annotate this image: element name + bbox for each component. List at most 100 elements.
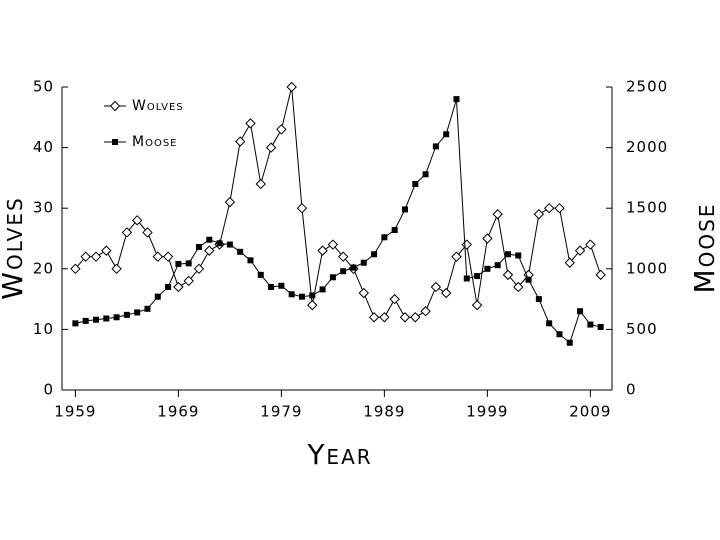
wolves-marker [224, 196, 236, 208]
x-tick-label: 1989 [363, 403, 405, 421]
wolves-marker [502, 269, 514, 281]
moose-marker [484, 265, 491, 272]
moose-marker [412, 180, 419, 187]
moose-marker [422, 171, 429, 178]
wolves-marker [585, 239, 596, 250]
moose-marker [515, 252, 522, 259]
y2-tick-label: 0 [626, 381, 637, 399]
legend-label: Wolves [132, 98, 184, 114]
moose-marker [504, 251, 511, 258]
moose-marker [144, 305, 151, 312]
wolves-marker [358, 287, 369, 299]
wolves-marker [451, 251, 462, 262]
moose-marker [113, 314, 120, 321]
wolves-marker [162, 251, 174, 262]
moose-marker [525, 276, 532, 283]
moose-marker [134, 309, 141, 316]
x-tick-label: 2009 [569, 403, 611, 421]
x-axis-label: Year [306, 438, 372, 471]
moose-marker [92, 316, 99, 323]
wolves-marker [410, 312, 421, 323]
wolves-marker [492, 209, 503, 220]
wolves-marker [286, 81, 297, 93]
wolves-marker [430, 281, 442, 293]
moose-marker [319, 286, 326, 293]
moose-marker [381, 234, 388, 241]
moose-marker [82, 317, 89, 324]
wolves-marker [471, 299, 483, 311]
wolves-marker [399, 312, 411, 323]
wolves-marker [420, 306, 431, 317]
moose-marker [195, 243, 202, 250]
y2-tick-label: 2500 [626, 78, 668, 96]
moose-marker [494, 262, 501, 269]
y-tick-label: 20 [33, 259, 54, 277]
y-tick-label: 50 [33, 78, 54, 96]
moose-marker [175, 260, 182, 267]
moose-marker [206, 236, 213, 243]
moose-marker [268, 283, 275, 290]
wolves-marker [101, 245, 112, 256]
moose-marker [432, 143, 439, 150]
wolves-marker [152, 251, 163, 262]
moose-marker [216, 240, 223, 247]
wolves-marker [142, 227, 153, 238]
wolves-marker [234, 136, 246, 147]
moose-marker [340, 268, 347, 275]
moose-marker [154, 293, 161, 300]
wolves-marker [245, 118, 256, 129]
moose-marker [556, 331, 563, 338]
wolves-marker [368, 312, 380, 323]
wolves-line [75, 86, 602, 318]
moose-marker [587, 321, 594, 328]
wolves-marker [461, 239, 472, 250]
y-axis-label: Wolves [0, 196, 29, 299]
y-tick-label: 40 [33, 138, 54, 156]
moose-marker [103, 315, 110, 322]
x-tick-label: 1979 [260, 403, 302, 421]
moose-marker [278, 282, 285, 289]
wolves-marker [193, 263, 205, 275]
wolves-marker [440, 287, 452, 299]
moose-marker [329, 274, 336, 281]
moose-marker [237, 248, 244, 255]
moose-marker [474, 273, 481, 280]
wolves-marker [595, 269, 606, 281]
legend-marker [112, 139, 118, 145]
moose-marker [72, 320, 79, 327]
moose-marker [360, 259, 367, 266]
wolves-marker [131, 215, 143, 226]
wolves-marker [183, 275, 194, 287]
moose-marker [546, 320, 553, 327]
wolves-marker [482, 233, 493, 244]
wolves-marker [513, 281, 524, 293]
moose-marker [185, 260, 192, 267]
wolves-marker [533, 209, 545, 220]
wolves-marker [564, 257, 575, 268]
y-tick-label: 30 [33, 199, 54, 217]
moose-marker [577, 308, 584, 315]
wolves-marker [317, 245, 328, 256]
moose-marker [257, 271, 264, 278]
wolves-marker [574, 245, 586, 256]
wolves-marker [111, 263, 122, 275]
wolves-marker [121, 227, 133, 238]
legend-label: Moose [132, 134, 178, 150]
y2-tick-label: 1000 [626, 259, 668, 277]
wolves-marker [543, 202, 555, 214]
moose-marker [597, 323, 604, 330]
y2-axis-label: Moose [688, 203, 720, 294]
moose-marker [535, 296, 542, 303]
wolves-marker [80, 251, 91, 262]
wolves-marker [204, 245, 215, 256]
moose-marker [566, 339, 573, 346]
wolves-marker [307, 299, 318, 311]
moose-marker [247, 257, 254, 264]
x-tick-label: 1959 [54, 403, 96, 421]
moose-marker [226, 241, 233, 248]
wolves-marker [70, 263, 81, 275]
wolves-marker [327, 239, 339, 250]
wolves-marker [554, 202, 565, 214]
moose-marker [463, 275, 470, 282]
